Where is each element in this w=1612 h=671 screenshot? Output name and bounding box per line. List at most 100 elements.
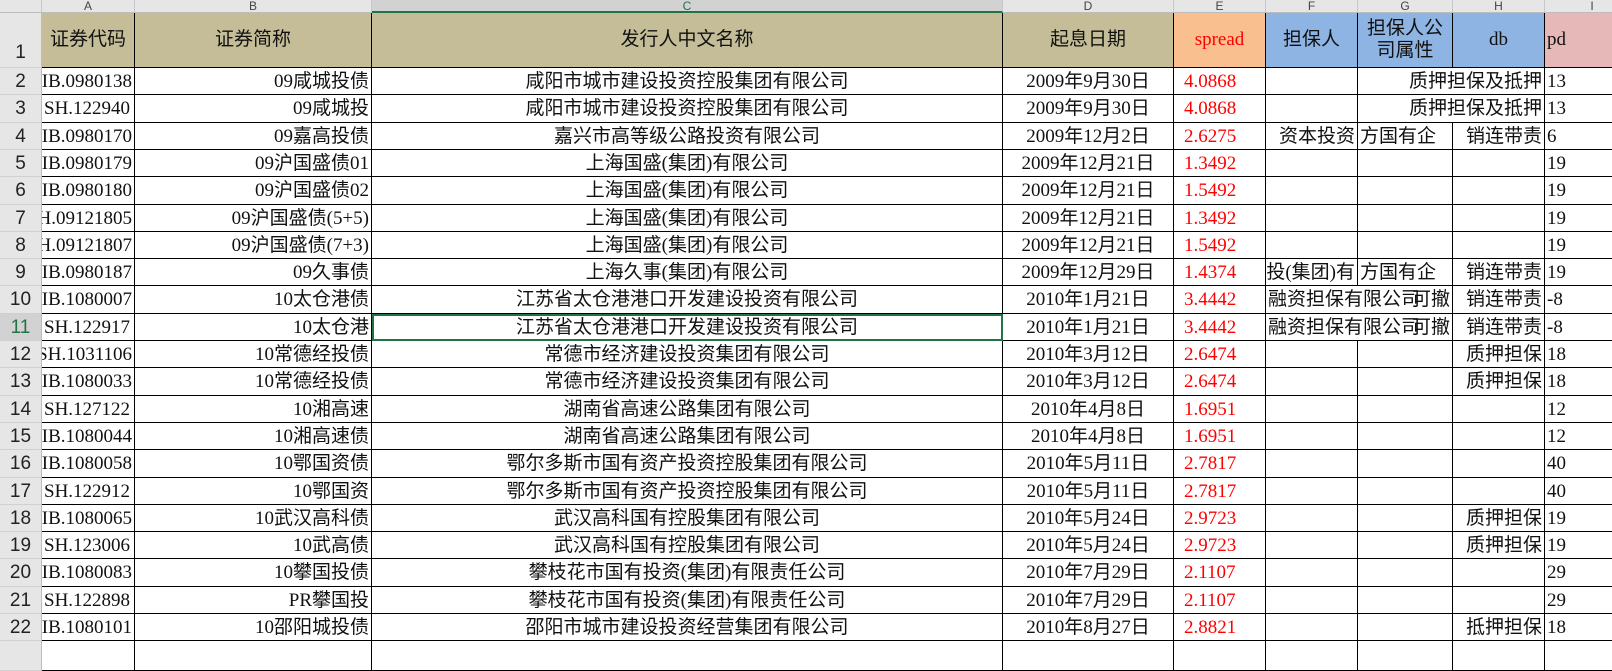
spread-cell[interactable]: 2.1107 [1174, 587, 1266, 614]
spread-cell[interactable]: 2.1107 [1174, 559, 1266, 587]
table-cell[interactable]: 上海国盛(集团)有限公司 [372, 150, 1003, 177]
row-header-1[interactable]: 1 [0, 13, 42, 68]
column-header-f[interactable]: F [1266, 0, 1358, 13]
table-cell[interactable]: 2010年3月12日 [1003, 341, 1174, 368]
row-header[interactable]: 19 [0, 532, 42, 559]
table-cell[interactable]: 18 [1545, 614, 1612, 641]
table-cell[interactable]: 10鄂国资 [135, 478, 372, 505]
table-cell[interactable] [1358, 396, 1453, 423]
header-cell-g[interactable]: 担保人公司属性 [1358, 13, 1453, 68]
table-cell[interactable]: 29 [1545, 559, 1612, 587]
table-cell[interactable]: 1080083.IB [42, 559, 135, 587]
spread-cell[interactable]: 1.3492 [1174, 205, 1266, 232]
row-header[interactable] [0, 641, 42, 671]
table-cell[interactable] [1358, 150, 1453, 177]
table-cell[interactable]: 09沪国盛债(5+5) [135, 205, 372, 232]
spread-cell[interactable]: 1.5492 [1174, 177, 1266, 205]
table-cell[interactable] [1266, 532, 1358, 559]
header-cell-b[interactable]: 证券简称 [135, 13, 372, 68]
table-cell[interactable]: 2009年12月2日 [1003, 123, 1174, 150]
table-cell[interactable]: 鄂尔多斯市国有资产投资控股集团有限公司 [372, 450, 1003, 478]
table-cell[interactable]: -8 [1545, 314, 1612, 341]
table-cell[interactable]: 13 [1545, 68, 1612, 95]
row-header[interactable]: 13 [0, 368, 42, 396]
table-cell[interactable]: 江苏省太仓港港口开发建设投资有限公司 [372, 286, 1003, 314]
table-cell[interactable] [1453, 423, 1545, 450]
table-cell[interactable]: 1080101.IB [42, 614, 135, 641]
table-cell[interactable]: 江苏省太仓港港口开发建设投资有限公司 [372, 314, 1003, 341]
table-cell[interactable]: 2010年1月21日 [1003, 314, 1174, 341]
table-cell[interactable]: PR攀国投 [135, 587, 372, 614]
table-cell[interactable] [1453, 478, 1545, 505]
select-all-corner[interactable] [0, 0, 42, 13]
table-cell[interactable]: 10鄂国资债 [135, 450, 372, 478]
table-cell[interactable]: 2009年12月21日 [1003, 177, 1174, 205]
table-cell[interactable]: 19 [1545, 532, 1612, 559]
table-cell[interactable]: 122917.SH [42, 314, 135, 341]
table-cell[interactable]: 上海国盛(集团)有限公司 [372, 232, 1003, 259]
column-header-c[interactable]: C [372, 0, 1003, 13]
table-cell[interactable]: 122912.SH [42, 478, 135, 505]
table-cell[interactable] [1266, 396, 1358, 423]
table-cell[interactable] [1358, 232, 1453, 259]
table-cell[interactable]: 2009年12月21日 [1003, 232, 1174, 259]
table-cell[interactable]: 10邵阳城投债 [135, 614, 372, 641]
table-cell[interactable] [1266, 587, 1358, 614]
row-header[interactable]: 11 [0, 314, 42, 341]
table-cell[interactable]: 2010年4月8日 [1003, 396, 1174, 423]
table-cell[interactable]: 质押担保 [1453, 341, 1545, 368]
table-cell[interactable]: 2010年5月11日 [1003, 478, 1174, 505]
table-cell[interactable]: -8 [1545, 286, 1612, 314]
row-header[interactable]: 4 [0, 123, 42, 150]
table-cell[interactable]: 122898.SH [42, 587, 135, 614]
table-cell[interactable]: 邵阳市城市建设投资经营集团有限公司 [372, 614, 1003, 641]
table-cell[interactable] [1453, 396, 1545, 423]
spread-cell[interactable]: 2.7817 [1174, 450, 1266, 478]
table-cell[interactable] [1453, 559, 1545, 587]
table-cell[interactable] [1266, 450, 1358, 478]
header-cell-h[interactable]: db [1453, 13, 1545, 68]
spread-cell[interactable]: 1.3492 [1174, 150, 1266, 177]
table-cell[interactable]: 方国有企 [1358, 123, 1453, 150]
spread-cell[interactable]: 1.6951 [1174, 396, 1266, 423]
table-cell[interactable]: 40 [1545, 478, 1612, 505]
header-cell-a[interactable]: 证券代码 [42, 13, 135, 68]
table-cell[interactable] [1266, 614, 1358, 641]
table-cell[interactable]: 19 [1545, 232, 1612, 259]
table-cell[interactable]: 2010年4月8日 [1003, 423, 1174, 450]
table-cell[interactable] [1266, 478, 1358, 505]
table-cell[interactable] [1266, 232, 1358, 259]
table-cell[interactable]: 19 [1545, 505, 1612, 532]
table-cell[interactable]: 鄂尔多斯市国有资产投资控股集团有限公司 [372, 478, 1003, 505]
table-cell[interactable]: 09嘉高投债 [135, 123, 372, 150]
table-cell[interactable]: 销连带责 [1453, 286, 1545, 314]
table-cell[interactable]: 18 [1545, 368, 1612, 396]
table-cell[interactable] [1266, 177, 1358, 205]
table-cell[interactable]: 09沪国盛债(7+3) [135, 232, 372, 259]
table-cell[interactable]: 湖南省高速公路集团有限公司 [372, 423, 1003, 450]
table-cell[interactable] [1266, 95, 1358, 123]
spread-cell[interactable]: 2.7817 [1174, 478, 1266, 505]
table-cell[interactable]: 武汉高科国有控股集团有限公司 [372, 532, 1003, 559]
table-cell[interactable] [1358, 368, 1453, 396]
table-cell[interactable]: 10常德经投债 [135, 368, 372, 396]
table-cell[interactable]: 常德市经济建设投资集团有限公司 [372, 341, 1003, 368]
table-cell[interactable]: 质押担保及抵押 [1358, 95, 1545, 123]
header-cell-i[interactable]: pd [1545, 13, 1612, 68]
row-header[interactable]: 7 [0, 205, 42, 232]
table-cell[interactable]: 1080065.IB [42, 505, 135, 532]
row-header[interactable]: 21 [0, 587, 42, 614]
table-cell[interactable]: 资本投资 [1266, 123, 1358, 150]
table-cell[interactable]: 攀枝花市国有投资(集团)有限责任公司 [372, 559, 1003, 587]
table-cell[interactable]: 2010年5月11日 [1003, 450, 1174, 478]
spread-cell[interactable]: 2.9723 [1174, 532, 1266, 559]
table-cell[interactable]: 2010年1月21日 [1003, 286, 1174, 314]
table-cell[interactable]: 2009年12月29日 [1003, 259, 1174, 286]
table-cell[interactable]: 10攀国投债 [135, 559, 372, 587]
table-cell[interactable]: 12 [1545, 423, 1612, 450]
table-cell[interactable]: 09咸城投 [135, 95, 372, 123]
spread-cell[interactable]: 4.0868 [1174, 68, 1266, 95]
table-cell[interactable]: 2010年7月29日 [1003, 587, 1174, 614]
table-cell[interactable]: 19 [1545, 205, 1612, 232]
table-cell[interactable]: 09咸城投债 [135, 68, 372, 95]
